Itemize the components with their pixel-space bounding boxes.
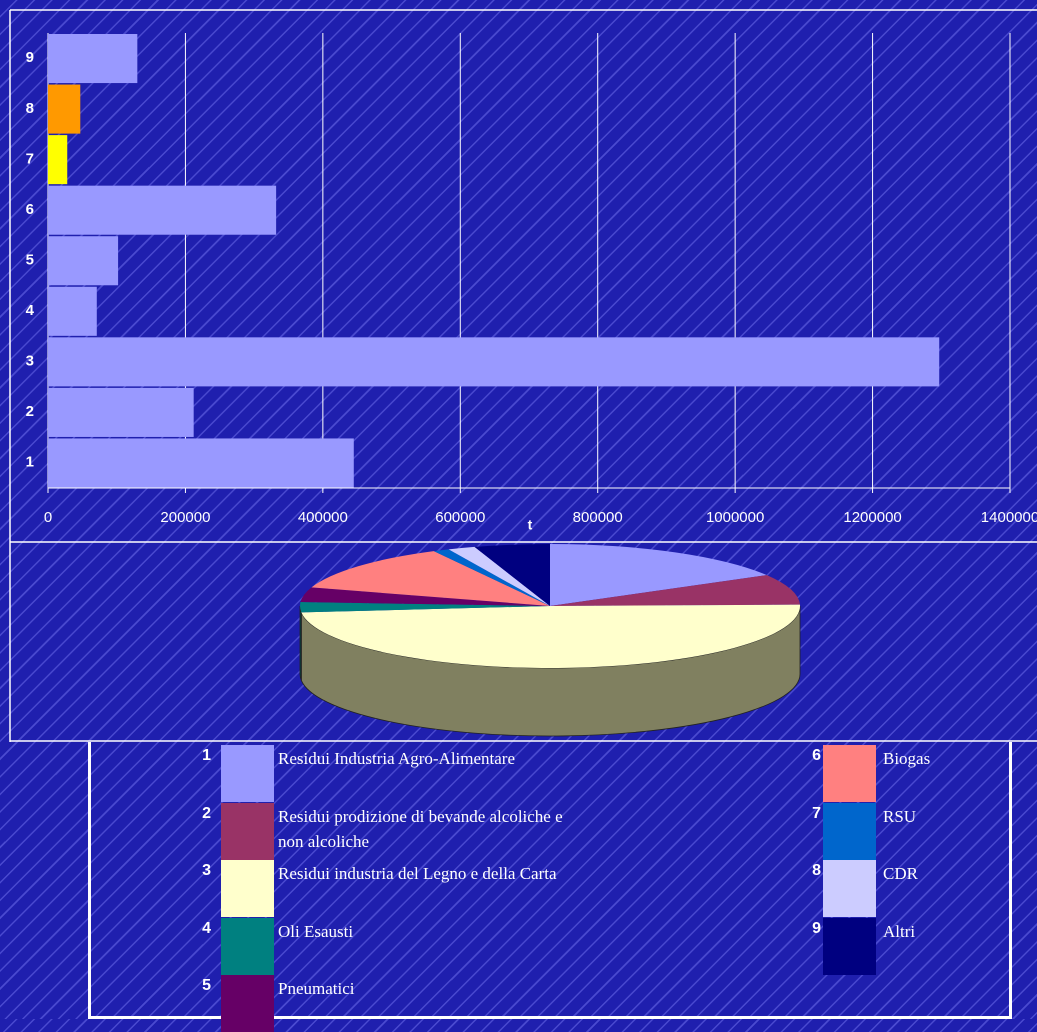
legend-label: Residui prodizione di bevande alcoliche …: [278, 806, 563, 851]
legend-label: Residui industria del Legno e della Cart…: [278, 864, 557, 883]
pie-slice: [550, 575, 800, 606]
y-tick-label: 6: [26, 201, 34, 218]
bar: [48, 236, 119, 286]
x-tick-label: 1000000: [706, 509, 764, 526]
legend-label: CDR: [883, 864, 918, 883]
pie-slice: [550, 544, 767, 606]
pie-slice: [300, 587, 550, 606]
y-tick-label: 2: [26, 403, 34, 420]
pie-slice: [448, 546, 550, 606]
legend-swatch: [823, 745, 876, 802]
bar: [48, 387, 194, 437]
legend-label: Residui Industria Agro-Alimentare: [278, 749, 516, 768]
legend-swatch: [221, 975, 274, 1032]
pie-slice: [301, 604, 800, 669]
x-axis-label: t: [528, 517, 533, 533]
legend-swatch: [823, 860, 876, 917]
pie-slice: [300, 602, 550, 613]
x-tick-label: 1400000: [981, 509, 1037, 526]
bar: [48, 135, 68, 185]
bar: [48, 185, 277, 235]
pie-slice: [474, 544, 550, 606]
legend-number: 7: [812, 804, 821, 822]
legend-label: RSU: [883, 806, 917, 826]
bar: [48, 438, 354, 488]
legend-label: Oli Esausti: [278, 921, 354, 941]
legend-number: 2: [202, 804, 211, 822]
legend-number: 6: [812, 747, 821, 764]
legend-swatch: [823, 802, 876, 860]
bar: [48, 286, 97, 336]
y-tick-label: 4: [26, 302, 35, 319]
x-tick-label: 0: [44, 509, 52, 526]
legend-label: Biogas: [883, 749, 931, 768]
x-tick-label: 800000: [573, 509, 623, 526]
pie-slice: [311, 551, 550, 606]
y-tick-label: 7: [26, 150, 34, 167]
legend-number: 1: [202, 747, 211, 764]
x-tick-label: 400000: [298, 509, 348, 526]
y-tick-label: 3: [26, 353, 34, 370]
y-tick-label: 8: [26, 100, 34, 117]
legend-swatch: [221, 917, 274, 975]
legend-label: Altri: [883, 921, 916, 941]
legend-number: 5: [202, 977, 211, 994]
y-tick-label: 1: [26, 454, 34, 471]
legend-number: 4: [202, 919, 211, 937]
legend-label: Pneumatici: [278, 979, 355, 998]
y-tick-label: 9: [26, 49, 34, 66]
legend-number: 8: [812, 862, 821, 879]
bar: [48, 84, 81, 134]
pie-slice: [433, 549, 550, 606]
bar: [48, 34, 138, 84]
pie-side: [299, 605, 302, 681]
charts: t 0 200000 400000 600000 800000 1000000 120000…: [9, 9, 1037, 742]
legend-swatch: [221, 745, 274, 802]
legend-swatch: [221, 802, 274, 860]
legend-number: 9: [812, 919, 821, 937]
legend-number: 3: [202, 862, 211, 879]
bar: [48, 337, 940, 387]
legend-swatch: [221, 860, 274, 917]
y-tick-label: 5: [26, 251, 34, 268]
x-tick-label: 600000: [435, 509, 485, 526]
x-tick-label: 1200000: [843, 509, 901, 526]
x-tick-label: 200000: [160, 509, 210, 526]
legend: 1 Residui Industria Agro-Alimentare 2 Resid…: [88, 742, 1012, 1032]
legend-swatch: [823, 917, 876, 975]
